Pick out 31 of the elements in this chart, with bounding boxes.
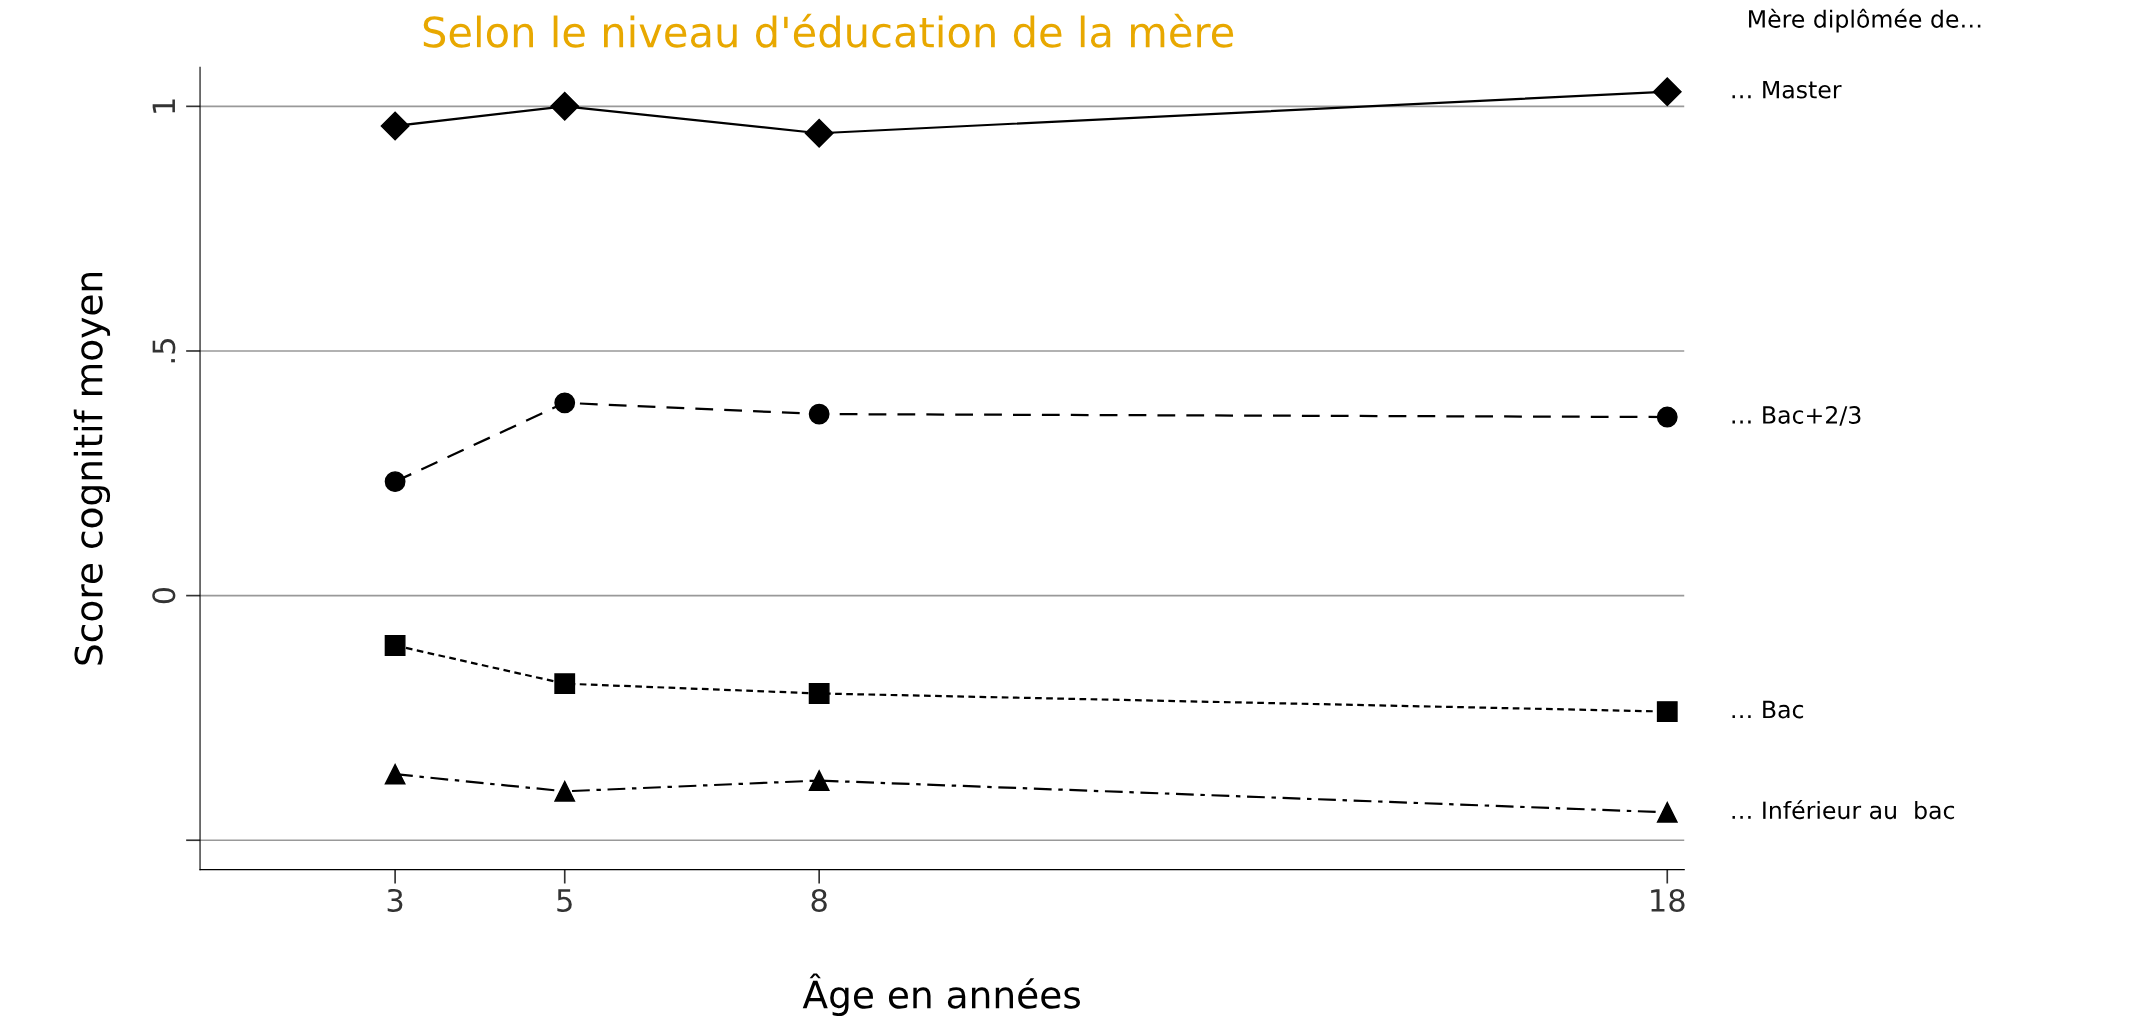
x-axis-title: Âge en années <box>802 973 1081 1016</box>
point <box>554 392 576 414</box>
text: … Inférieur au bac <box>1732 799 1955 820</box>
point <box>808 683 830 704</box>
point <box>804 118 834 148</box>
y-tick-label: 0 <box>152 587 176 604</box>
point <box>554 780 576 802</box>
point <box>808 770 830 791</box>
text: … Bac+2/3 <box>1732 406 1861 426</box>
y-axis-title: Score cognitif moyen <box>73 272 111 665</box>
x-tick-label: 3 <box>387 888 403 912</box>
point <box>384 763 406 785</box>
point <box>808 403 830 425</box>
point <box>384 471 406 493</box>
x-tick-label: 18 <box>1651 888 1685 912</box>
text: … Bac <box>1732 700 1804 719</box>
point <box>384 635 406 656</box>
y-tick-label: .5 <box>152 339 176 363</box>
chart-title: Selon le niveau d'éducation de la mère <box>423 13 1234 48</box>
point <box>380 111 410 141</box>
point <box>1652 77 1682 107</box>
y-tick-label: 1 <box>152 99 175 113</box>
point <box>554 673 576 695</box>
point <box>550 91 580 121</box>
legend-title: Mère diplômée de… <box>1749 8 1981 33</box>
x-tick-label: 8 <box>811 888 827 912</box>
point <box>1656 406 1678 428</box>
x-tick-label: 5 <box>557 889 572 912</box>
point <box>1656 801 1678 823</box>
point <box>1656 701 1678 722</box>
text: … Master <box>1732 80 1842 99</box>
